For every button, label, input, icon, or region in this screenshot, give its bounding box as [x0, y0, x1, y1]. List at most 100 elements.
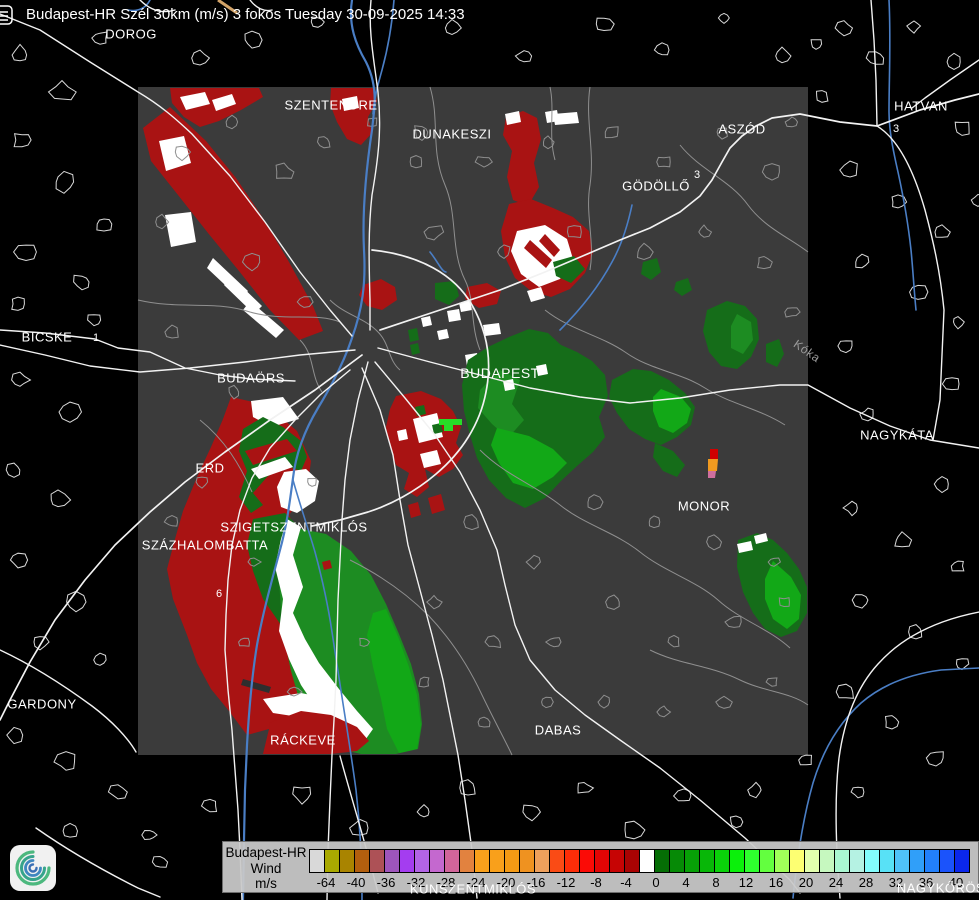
- settlement-outline: [970, 193, 979, 207]
- settlement-outline: [33, 636, 50, 651]
- settlement-outline: [359, 637, 371, 647]
- scale-tick-label: -36: [376, 875, 396, 890]
- settlement-outline: [908, 624, 923, 640]
- scale-tick-label: -24: [466, 875, 486, 890]
- legend-product-block: Budapest-HR Wind m/s: [223, 845, 309, 892]
- settlement-outline: [11, 296, 25, 311]
- legend-units: m/s: [255, 876, 277, 891]
- settlement-outline: [667, 634, 680, 648]
- settlement-outline: [141, 829, 158, 841]
- palette-swatch: [744, 849, 760, 873]
- settlement-outline: [12, 244, 37, 262]
- settlement-outline: [850, 786, 865, 799]
- settlement-outline: [91, 31, 108, 45]
- settlement-outline: [855, 253, 870, 269]
- swirl-icon: [15, 850, 51, 886]
- settlement-outline: [859, 407, 874, 422]
- scale-tick-label: 16: [768, 875, 784, 890]
- settlement-outline: [50, 489, 72, 508]
- settlement-outline: [542, 135, 555, 150]
- settlement-outline: [93, 652, 107, 666]
- settlement-outline: [717, 12, 730, 25]
- palette-swatch: [444, 849, 460, 873]
- palette-swatch: [474, 849, 490, 873]
- city-label: BICSKE: [21, 329, 73, 345]
- settlement-outline: [834, 20, 854, 37]
- scale-tick-label: 36: [918, 875, 934, 890]
- settlement-outline: [151, 855, 169, 868]
- settlement-outline: [195, 476, 209, 489]
- legend-panel: Budapest-HR Wind m/s -64 -40 -36 -32 -28 -24-…: [222, 841, 979, 893]
- palette-swatch: [879, 849, 895, 873]
- settlement-outline: [909, 284, 929, 300]
- palette-swatch: [429, 849, 445, 873]
- palette-swatch: [939, 849, 955, 873]
- settlement-outline: [891, 194, 908, 209]
- settlement-outline: [244, 30, 263, 49]
- settlement-outline: [587, 494, 604, 511]
- settlement-outline: [636, 242, 654, 261]
- settlement-outline: [275, 162, 295, 179]
- scale-tick-label: -32: [406, 875, 426, 890]
- settlement-outline: [566, 225, 582, 239]
- settlement-outline: [729, 815, 744, 829]
- settlement-outline: [775, 46, 792, 64]
- settlement-outline: [423, 225, 445, 241]
- settlement-outline: [228, 384, 240, 400]
- palette-swatch: [849, 849, 865, 873]
- settlement-outline: [656, 156, 671, 168]
- settlement-outline: [514, 50, 533, 63]
- settlement-outline: [765, 677, 778, 687]
- weather-app-logo[interactable]: [10, 845, 56, 891]
- settlement-outline: [87, 314, 102, 327]
- palette-swatch: [534, 849, 550, 873]
- palette-swatch: [684, 849, 700, 873]
- palette-swatch: [414, 849, 430, 873]
- settlement-outline: [47, 79, 77, 101]
- road-number-label: 3: [892, 123, 900, 135]
- palette-swatch: [519, 849, 535, 873]
- settlement-outline: [706, 534, 723, 551]
- settlement-outline: [310, 16, 325, 28]
- settlement-outline: [164, 324, 179, 339]
- palette-swatch: [774, 849, 790, 873]
- settlement-outline: [96, 218, 113, 232]
- city-label: DABAS: [534, 722, 582, 738]
- palette-swatch: [699, 849, 715, 873]
- palette-swatch: [369, 849, 385, 873]
- settlement-outline: [954, 121, 970, 136]
- scale-tick-label: -64: [316, 875, 336, 890]
- settlement-outline: [418, 676, 430, 688]
- settlement-outline: [107, 784, 128, 800]
- settlement-outline: [925, 751, 944, 767]
- settlement-outline: [884, 715, 900, 730]
- settlement-outline: [604, 126, 619, 139]
- scale-tick-label: 8: [712, 875, 720, 890]
- district-boundaries: [137, 86, 809, 756]
- settlement-outline: [463, 514, 479, 531]
- settlement-outline: [416, 804, 430, 818]
- settlement-outline: [941, 377, 960, 391]
- settlement-outline: [414, 125, 429, 142]
- palette-swatch: [654, 849, 670, 873]
- city-label: MONOR: [677, 498, 731, 514]
- scale-tick-label: 0: [652, 875, 660, 890]
- palette-swatch: [609, 849, 625, 873]
- road-number-label: 1: [92, 332, 100, 344]
- city-label: NAGYKÁTA: [860, 427, 934, 443]
- settlement-outline: [955, 658, 970, 671]
- palette-swatch: [864, 849, 880, 873]
- city-label: ERD: [195, 460, 225, 476]
- settlement-outline: [544, 637, 562, 648]
- scale-tick-label: 12: [738, 875, 754, 890]
- settlement-outline: [698, 224, 713, 238]
- settlement-outline: [66, 590, 87, 613]
- palette-swatch: [804, 849, 820, 873]
- city-label: ASZÓD: [718, 121, 766, 137]
- palette-swatch: [309, 849, 325, 873]
- settlement-outline: [778, 597, 790, 608]
- settlement-outline: [648, 515, 661, 529]
- settlement-outline: [292, 786, 312, 805]
